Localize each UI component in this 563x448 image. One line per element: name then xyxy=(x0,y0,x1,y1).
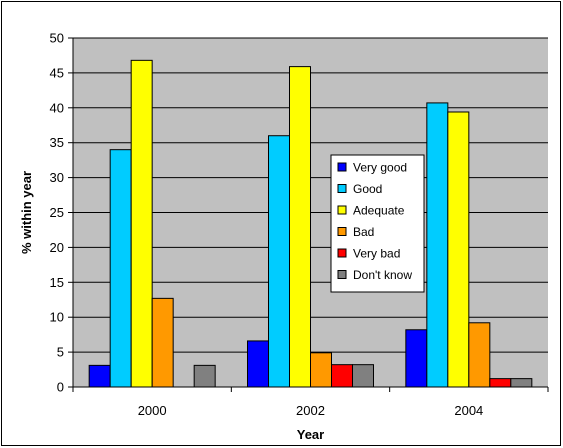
y-tick-label: 35 xyxy=(50,135,64,150)
x-tick-label: 2004 xyxy=(454,403,483,418)
bar-very-bad-2002 xyxy=(331,364,353,388)
legend-label: Good xyxy=(353,182,382,196)
legend-swatch xyxy=(337,248,347,258)
y-tick-label: 15 xyxy=(50,275,64,290)
bar-adequate-2000 xyxy=(130,59,153,388)
legend-swatch xyxy=(337,205,347,215)
legend-swatch xyxy=(337,184,347,193)
bar-bad-2002 xyxy=(310,352,332,388)
legend-label: Very good xyxy=(353,161,407,175)
y-axis-title: % within year xyxy=(19,171,34,254)
legend-label: Adequate xyxy=(353,204,405,218)
bar-very-good-2000 xyxy=(88,364,111,388)
legend-swatch xyxy=(337,227,347,236)
legend-swatch xyxy=(337,162,347,172)
y-tick-label: 0 xyxy=(57,380,64,395)
y-tick-label: 5 xyxy=(57,345,64,360)
bar-good-2000 xyxy=(109,149,132,388)
y-tick-label: 40 xyxy=(50,100,64,115)
y-tick-label: 50 xyxy=(50,31,64,46)
y-tick-label: 30 xyxy=(50,170,64,185)
legend-label: Very bad xyxy=(353,247,400,261)
legend-label: Don't know xyxy=(353,268,412,282)
bar-don-t-know-2000 xyxy=(193,364,216,388)
bar-good-2004 xyxy=(426,102,449,388)
y-tick-label: 20 xyxy=(50,240,64,255)
bar-very-bad-2004 xyxy=(489,378,512,388)
x-tick-label: 2000 xyxy=(138,403,167,418)
y-tick-label: 45 xyxy=(50,65,64,80)
y-tick-label: 25 xyxy=(50,205,64,220)
bar-very-good-2002 xyxy=(247,340,269,388)
legend-label: Bad xyxy=(353,225,374,239)
legend: Very good Good Adequate Bad Very bad Don't kn… xyxy=(330,154,425,293)
bar-bad-2000 xyxy=(151,297,174,388)
y-tick-labels: 0 5 10 15 20 25 30 35 40 45 50 xyxy=(50,31,64,395)
bar-don-t-know-2004 xyxy=(510,378,533,388)
legend-swatch xyxy=(337,270,347,279)
y-tick-label: 10 xyxy=(50,310,64,325)
axes xyxy=(68,37,549,392)
bar-bad-2004 xyxy=(468,322,491,388)
x-axis-title: Year xyxy=(297,427,324,442)
bar-don-t-know-2002 xyxy=(352,364,374,388)
bar-adequate-2004 xyxy=(447,111,470,388)
bar-very-good-2004 xyxy=(405,329,428,388)
bar-good-2002 xyxy=(268,135,290,388)
x-tick-labels: 2000 2002 2004 xyxy=(138,403,484,418)
legend-box xyxy=(330,154,425,293)
bar-adequate-2002 xyxy=(289,66,311,388)
x-tick-label: 2002 xyxy=(296,403,325,418)
